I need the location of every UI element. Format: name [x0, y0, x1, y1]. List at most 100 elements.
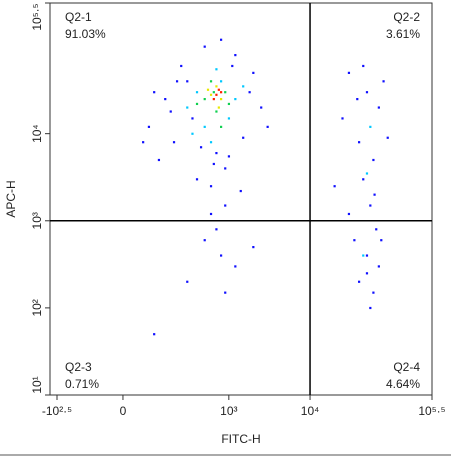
event-dot	[195, 178, 199, 181]
event-dot	[191, 132, 194, 135]
event-dot	[227, 102, 231, 106]
event-dot	[227, 155, 231, 158]
y-tick-label: 10⁵·⁵	[30, 3, 44, 30]
event-dot	[219, 98, 223, 101]
x-tick-label: -10²·⁵	[42, 404, 72, 418]
event-dot	[212, 98, 215, 101]
event-dot	[365, 272, 369, 275]
event-dot	[191, 117, 194, 120]
event-dot	[219, 254, 223, 257]
event-dot	[180, 64, 183, 68]
event-dot	[172, 141, 176, 144]
event-dot	[266, 125, 269, 128]
quadrant-label: Q2-1	[65, 10, 92, 24]
event-dot	[153, 333, 156, 336]
event-dot	[175, 80, 179, 83]
event-dot	[215, 110, 218, 113]
x-axis-title: FITC-H	[221, 432, 260, 446]
event-dot	[203, 239, 206, 242]
event-dot	[382, 80, 385, 83]
event-dot	[369, 125, 372, 128]
event-dot	[234, 53, 237, 57]
event-dot	[357, 280, 361, 283]
event-dot	[212, 162, 215, 166]
event-dot	[195, 102, 199, 106]
event-dot	[242, 85, 245, 88]
event-dot	[372, 158, 375, 162]
event-dot	[203, 125, 206, 128]
event-dot	[227, 117, 231, 120]
event-dot	[217, 106, 220, 109]
event-dot	[252, 71, 255, 74]
event-dot	[186, 280, 189, 283]
quadrant-label: Q2-4	[393, 360, 420, 374]
event-dot	[186, 80, 189, 83]
plot-frame	[49, 2, 433, 396]
event-dot	[353, 239, 356, 242]
x-tick-label: 10⁴	[301, 404, 320, 418]
event-dot	[186, 106, 189, 109]
event-dot	[260, 106, 263, 109]
event-dot	[212, 91, 215, 94]
x-tick-label: 0	[120, 404, 127, 418]
event-dot	[215, 151, 218, 155]
event-dot	[333, 185, 336, 188]
event-dot	[224, 204, 227, 207]
event-dot	[169, 110, 172, 113]
event-dot	[369, 306, 372, 310]
event-dot	[373, 193, 376, 196]
event-dot	[362, 64, 365, 68]
event-dot	[377, 265, 380, 268]
event-dot	[377, 106, 380, 109]
event-dot	[224, 167, 227, 170]
y-axis-title: APC-H	[4, 180, 18, 217]
event-dot	[357, 141, 361, 144]
event-dot	[369, 204, 372, 207]
event-dot	[164, 98, 167, 101]
quadrant-label: Q2-3	[65, 360, 92, 374]
quadrant-percent: 0.71%	[65, 377, 99, 391]
event-dot	[231, 64, 234, 68]
event-dot	[219, 38, 223, 41]
event-dot	[380, 239, 383, 242]
quadrant-percent: 91.03%	[65, 27, 106, 41]
event-dot	[215, 85, 218, 88]
event-dot	[209, 93, 213, 96]
quadrant-label: Q2-2	[393, 10, 420, 24]
event-dot	[365, 254, 369, 257]
y-tick-label: 10²	[30, 299, 44, 316]
event-dot	[206, 88, 210, 91]
event-dot	[215, 228, 218, 231]
event-dot	[341, 117, 344, 120]
event-dot	[157, 158, 161, 162]
event-dot	[239, 189, 242, 193]
x-tick-label: 10⁵·⁵	[418, 404, 445, 418]
event-dot	[147, 125, 151, 128]
event-dot	[347, 212, 351, 216]
event-dot	[362, 178, 365, 181]
y-tick-label: 10³	[30, 212, 44, 229]
quadrant-percent: 4.64%	[386, 377, 420, 391]
event-dot	[347, 71, 351, 74]
event-dot	[234, 265, 237, 268]
event-dot	[215, 93, 218, 96]
event-dot	[195, 91, 199, 94]
x-tick-label: 10³	[220, 404, 237, 418]
event-dot	[209, 185, 213, 188]
event-dot	[203, 45, 206, 48]
event-dot	[153, 91, 156, 94]
event-dot	[209, 141, 213, 144]
event-dot	[356, 98, 359, 101]
event-dot	[219, 91, 223, 94]
event-dot	[199, 146, 203, 149]
event-dot	[386, 136, 389, 139]
event-dot	[219, 80, 223, 83]
event-dot	[142, 141, 145, 144]
event-dot	[203, 98, 206, 101]
event-dot	[372, 291, 375, 294]
event-dot	[365, 172, 369, 175]
y-tick-label: 10⁴	[30, 124, 44, 143]
event-dot	[219, 125, 223, 128]
event-dot	[362, 254, 365, 257]
